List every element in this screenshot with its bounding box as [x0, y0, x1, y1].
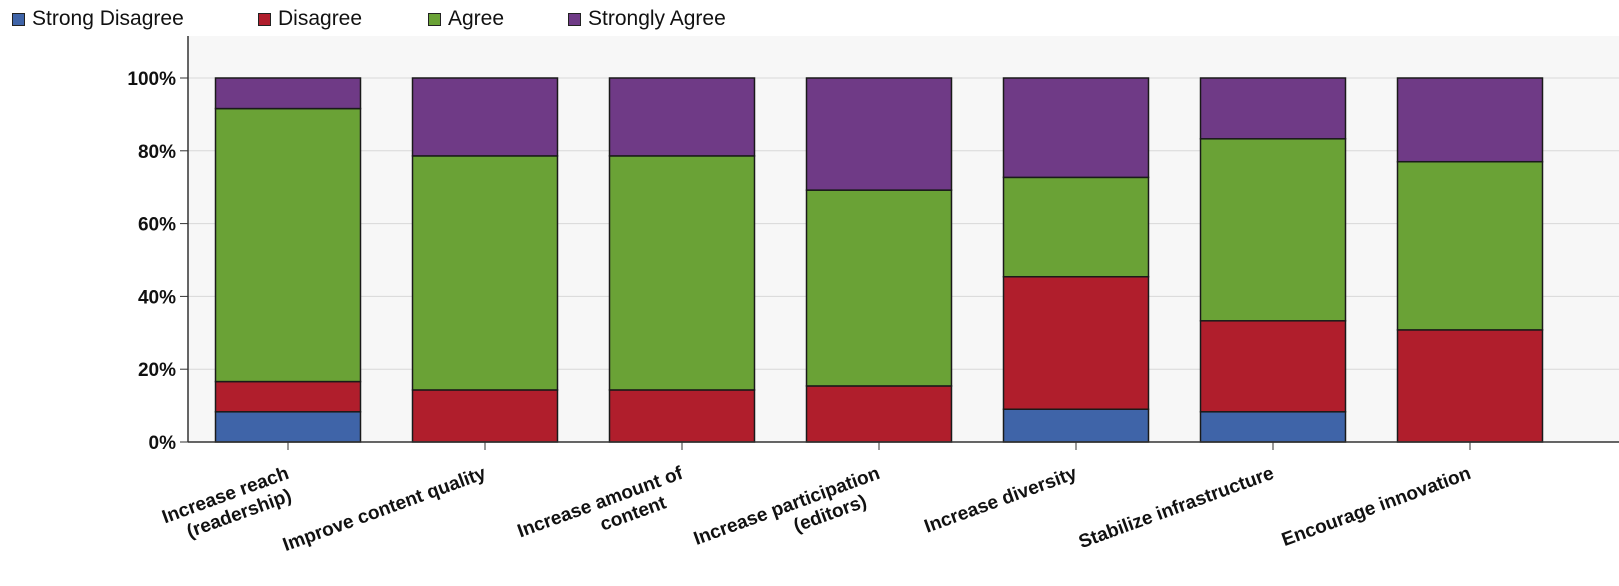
bar-segment-highlight	[1396, 329, 1544, 443]
y-tick-label: 40%	[138, 287, 176, 308]
legend-swatch	[12, 12, 25, 26]
bar-segment-highlight	[1199, 411, 1347, 443]
bar-segment-highlight	[1199, 138, 1347, 322]
legend-label: Strong Disagree	[32, 7, 184, 30]
x-tick-label: Increase amount ofcontent	[515, 463, 694, 563]
bar-segment-highlight	[1396, 77, 1544, 163]
bar-segment-highlight	[805, 77, 953, 191]
bar-segment-highlight	[411, 389, 559, 443]
bar-segment-highlight	[805, 189, 953, 387]
legend-item: Strong Disagree	[12, 7, 184, 31]
x-tick-label: Increase participation(editors)	[691, 463, 890, 571]
legend-label: Strongly Agree	[588, 7, 726, 30]
x-tick-label-line: Improve content quality	[280, 463, 489, 556]
bar-segment-highlight	[214, 411, 362, 443]
legend-item: Disagree	[258, 7, 362, 31]
chart-legend: Strong Disagree Disagree Agree Strongly Agr…	[0, 0, 1619, 36]
bar-segment-highlight	[608, 155, 756, 391]
bar-segment-highlight	[1002, 408, 1150, 443]
bar-segment-highlight	[608, 389, 756, 443]
x-tick-label: Increase reach(readership)	[159, 463, 299, 549]
x-tick-label: Encourage innovation	[1279, 463, 1474, 551]
x-tick-label: Improve content quality	[280, 463, 489, 556]
y-tick-label: 80%	[138, 142, 176, 163]
bar-segment-highlight	[1199, 77, 1347, 140]
legend-swatch	[568, 12, 581, 26]
bar-segment-highlight	[805, 385, 953, 443]
bar-segment-highlight	[608, 77, 756, 157]
legend-swatch	[258, 12, 271, 26]
legend-item: Strongly Agree	[568, 7, 726, 31]
y-tick-label: 100%	[127, 69, 176, 90]
bar-segment-highlight	[411, 155, 559, 391]
legend-item: Agree	[428, 7, 504, 31]
bar-segment-highlight	[411, 77, 559, 157]
bar-segment-highlight	[214, 107, 362, 383]
x-tick-label-line: Encourage innovation	[1279, 463, 1474, 551]
y-tick-label: 20%	[138, 360, 176, 381]
bar-segment-highlight	[214, 380, 362, 413]
legend-label: Disagree	[278, 7, 363, 30]
legend-swatch	[428, 12, 441, 26]
y-tick-label: 0%	[149, 433, 177, 454]
bar-segment-highlight	[214, 77, 362, 110]
bar-segment-highlight	[1396, 160, 1544, 331]
y-tick-label: 60%	[138, 215, 176, 236]
bar-segment-highlight	[1199, 320, 1347, 413]
legend-label: Agree	[448, 7, 505, 30]
bar-segment-highlight	[1002, 275, 1150, 410]
x-tick-label-line: Increase diversity	[922, 463, 1080, 538]
x-tick-label: Stabilize infrastructure	[1076, 463, 1277, 553]
x-tick-label: Increase diversity	[922, 463, 1080, 538]
bar-segment-highlight	[1002, 77, 1150, 179]
bar-segment-highlight	[1002, 176, 1150, 278]
x-tick-label-line: Stabilize infrastructure	[1076, 463, 1277, 553]
